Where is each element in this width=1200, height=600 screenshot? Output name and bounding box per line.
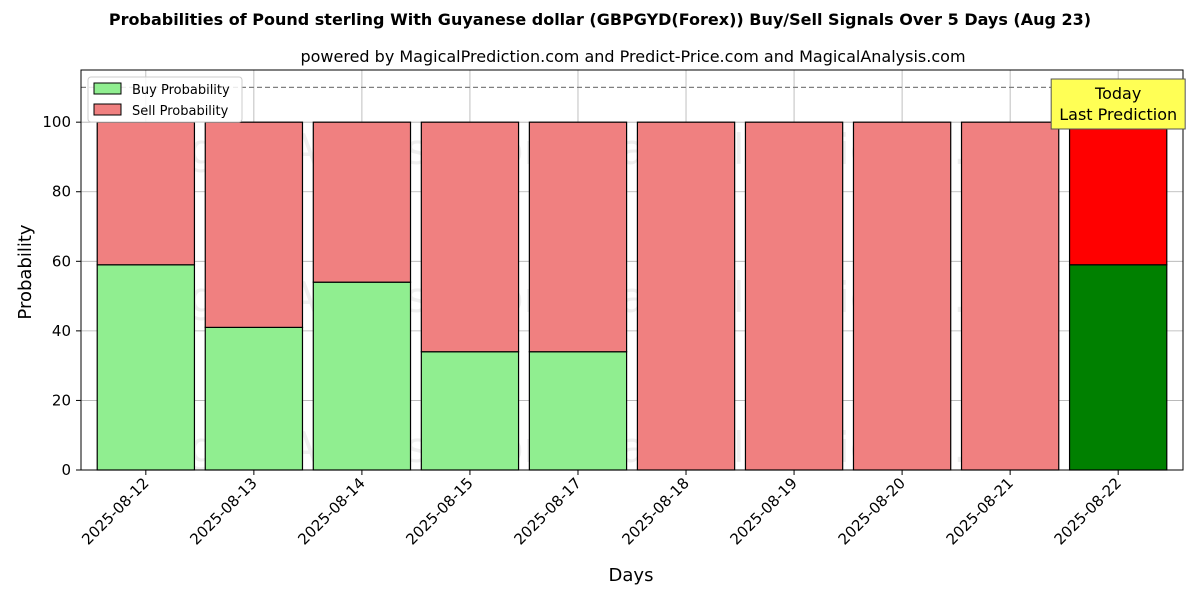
bar-sell <box>744 121 844 471</box>
legend: Buy Probability Sell Probability <box>87 76 243 123</box>
y-tick-label: 80 <box>52 183 71 201</box>
bar-sell <box>960 121 1060 471</box>
x-tick-label: 2025-08-21 <box>943 474 1017 548</box>
bar-buy <box>1068 264 1168 471</box>
x-tick-label: 2025-08-17 <box>510 474 584 548</box>
legend-box <box>87 76 243 123</box>
plot-frame <box>80 69 1184 471</box>
legend-label-buy: Buy Probability <box>132 83 230 98</box>
chart-subtitle: powered by MagicalPrediction.com and Pre… <box>300 47 965 66</box>
y-tick-label: 40 <box>52 322 71 340</box>
x-axis-label: Days <box>609 565 654 586</box>
x-ticks: 2025-08-12 2025-08-13 2025-08-14 2025-08-15… <box>78 470 1125 548</box>
today-annotation-box <box>1050 78 1186 130</box>
x-tick-label: 2025-08-22 <box>1051 474 1125 548</box>
bar-sell <box>528 121 628 353</box>
bar-buy <box>528 351 628 471</box>
bar-sell <box>1068 121 1168 266</box>
y-tick-label: 100 <box>42 113 71 131</box>
today-annotation: Today Last Prediction <box>1050 78 1186 130</box>
y-tick-label: 20 <box>52 391 71 409</box>
bars <box>96 121 1168 471</box>
bar-sell <box>420 121 520 353</box>
bar-buy <box>96 264 196 471</box>
y-ticks: 0 20 40 60 80 100 <box>42 113 81 479</box>
bar-sell <box>636 121 736 471</box>
chart-title: Probabilities of Pound sterling With Guy… <box>109 10 1091 29</box>
y-tick-label: 0 <box>61 461 71 479</box>
bar-sell <box>312 121 412 283</box>
x-tick-label: 2025-08-12 <box>78 474 152 548</box>
y-axis-label: Probability <box>15 224 36 319</box>
today-annotation-line-last-prediction: Last Prediction <box>1059 105 1177 124</box>
bar-sell <box>204 121 304 328</box>
bar-buy <box>312 281 412 471</box>
legend-swatch-sell <box>93 103 122 116</box>
x-tick-label: 2025-08-13 <box>186 474 260 548</box>
x-tick-label: 2025-08-15 <box>402 474 476 548</box>
x-tick-label: 2025-08-19 <box>727 474 801 548</box>
today-annotation-line-today: Today <box>1094 84 1141 103</box>
bar-sell <box>96 121 196 266</box>
legend-swatch-buy <box>93 82 122 95</box>
bar-buy <box>204 326 304 471</box>
legend-label-sell: Sell Probability <box>132 104 229 119</box>
bar-sell <box>852 121 952 471</box>
x-tick-label: 2025-08-18 <box>618 474 692 548</box>
bar-buy <box>420 351 520 471</box>
x-tick-label: 2025-08-14 <box>294 474 368 548</box>
y-tick-label: 60 <box>52 252 71 270</box>
x-tick-label: 2025-08-20 <box>835 474 909 548</box>
